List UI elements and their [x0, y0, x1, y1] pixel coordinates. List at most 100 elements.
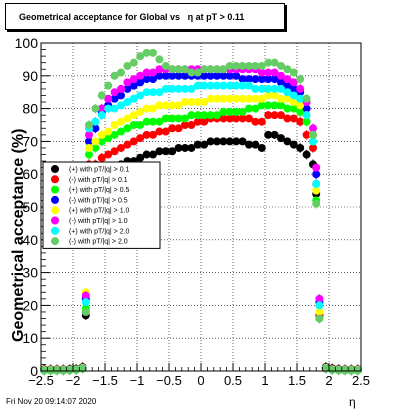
data-point — [181, 143, 189, 152]
data-point — [251, 104, 260, 113]
data-point — [264, 58, 273, 67]
data-point — [302, 111, 311, 120]
data-point — [193, 81, 202, 90]
data-point — [232, 114, 241, 123]
data-point — [81, 298, 90, 307]
data-point — [232, 71, 241, 80]
data-point — [136, 121, 145, 129]
data-point — [225, 114, 234, 123]
data-point — [149, 68, 157, 77]
data-point — [129, 58, 138, 67]
data-point — [181, 71, 189, 80]
data-point — [270, 84, 279, 93]
data-point — [149, 104, 157, 113]
data-point — [142, 75, 151, 84]
data-point — [251, 94, 260, 103]
data-point — [238, 81, 247, 90]
y-axis-label: Geometrical acceptance (%) — [10, 128, 27, 342]
data-point — [264, 111, 273, 120]
data-point — [174, 65, 183, 74]
data-point — [129, 111, 138, 120]
data-point — [142, 68, 151, 77]
data-point — [104, 94, 113, 103]
x-tick-label: −1 — [130, 373, 145, 388]
data-point — [251, 117, 260, 126]
legend-entry: (+) with pT/|q| > 1.0 — [69, 208, 130, 215]
data-point — [251, 84, 260, 93]
data-point — [213, 137, 221, 146]
data-point — [72, 366, 81, 375]
data-point — [289, 78, 298, 87]
chart-title-tail: at pT > 0.11 — [193, 11, 245, 22]
data-point — [232, 137, 241, 146]
y-tick-label: 20 — [22, 297, 38, 313]
data-point — [136, 78, 145, 87]
data-point — [168, 124, 177, 133]
data-point — [219, 81, 228, 90]
data-point — [251, 75, 260, 84]
data-point — [187, 111, 196, 120]
data-point — [270, 130, 279, 139]
data-point — [155, 147, 164, 156]
y-tick-label: 50 — [22, 199, 38, 215]
legend-entry: (+) with pT/|q| > 0.1 — [69, 167, 130, 174]
data-point — [213, 71, 221, 80]
data-point — [110, 104, 119, 113]
data-point — [123, 84, 132, 93]
data-point — [225, 107, 234, 116]
data-point — [81, 291, 90, 300]
data-point — [91, 117, 100, 126]
data-point — [264, 130, 273, 139]
tick-labels: −2.5 −2 −1.5 −1 −0.5 0 0.5 1 1.5 2 2.5 0 10 20 30 40 50 6… — [15, 35, 370, 388]
data-points — [40, 48, 362, 375]
data-point — [123, 114, 132, 123]
x-tick-label: 0 — [197, 373, 204, 388]
data-point — [155, 55, 164, 64]
y-tick-label: 10 — [22, 330, 38, 346]
data-point — [312, 163, 321, 172]
data-point — [289, 68, 298, 77]
data-point — [136, 134, 145, 143]
data-point — [174, 124, 183, 133]
data-point — [289, 114, 298, 123]
y-tick-label: 40 — [22, 232, 38, 248]
data-point — [161, 61, 170, 70]
x-tick-label: −1.5 — [92, 373, 118, 388]
data-point — [315, 314, 324, 323]
data-point — [296, 94, 305, 103]
data-point — [85, 130, 93, 139]
data-point — [219, 107, 228, 116]
data-point — [91, 124, 100, 133]
data-point — [129, 75, 138, 84]
data-point — [85, 137, 93, 146]
data-point — [213, 111, 221, 120]
data-point — [312, 199, 321, 208]
data-point — [283, 137, 292, 146]
data-point — [110, 71, 119, 80]
y-tick-label: 60 — [22, 166, 38, 182]
data-point — [142, 88, 151, 97]
data-point — [238, 61, 247, 70]
y-tick-label: 100 — [15, 35, 39, 51]
data-point — [155, 65, 164, 74]
data-point — [149, 117, 157, 126]
data-point — [97, 153, 106, 162]
data-point — [174, 84, 183, 93]
data-point — [283, 104, 292, 113]
data-point — [155, 127, 164, 136]
data-point — [168, 84, 177, 93]
data-point — [168, 65, 177, 74]
x-tick-label: −2 — [66, 373, 81, 388]
data-point — [296, 101, 305, 110]
y-tick-label: 90 — [22, 68, 38, 84]
data-point — [123, 98, 132, 107]
data-point — [193, 111, 202, 120]
data-point — [123, 78, 132, 87]
data-point — [296, 107, 305, 116]
data-point — [238, 75, 247, 84]
data-point — [142, 48, 151, 57]
footer-timestamp: Fri Nov 20 09:14:07 2020 — [6, 397, 97, 406]
data-point — [193, 98, 202, 107]
data-point — [129, 81, 138, 90]
